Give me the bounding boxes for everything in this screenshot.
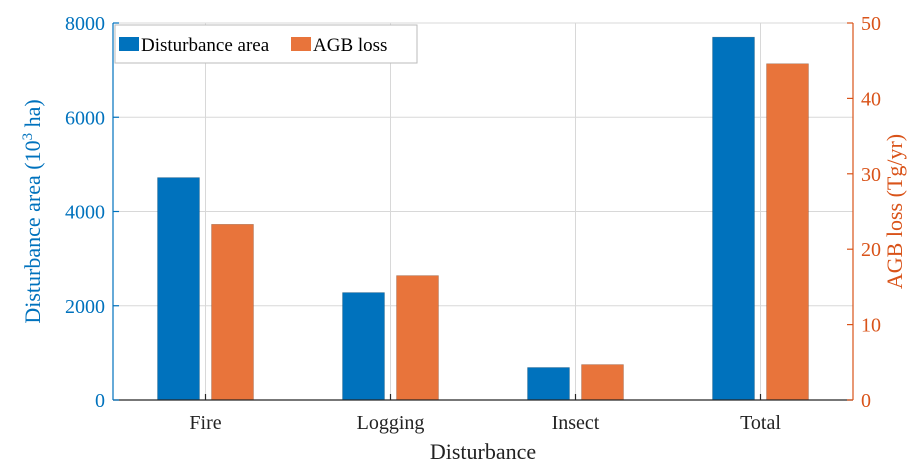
x-axis-title: Disturbance — [430, 439, 536, 464]
legend-box — [114, 24, 418, 64]
bar-agb-loss-fire — [211, 224, 254, 401]
bar-agb-loss-logging — [396, 275, 439, 401]
left-axis-title: Disturbance area (103 ha) — [20, 99, 45, 323]
x-tick-label-total: Total — [740, 412, 781, 434]
x-tick-label-fire: Fire — [189, 412, 221, 434]
axes — [112, 22, 854, 401]
bar-agb-loss-total — [766, 63, 809, 401]
left-axis-title-superscript: 3 — [20, 133, 36, 141]
left-tick-label-4: 8000 — [65, 13, 105, 35]
left-axis-title-tail: ha) — [20, 99, 45, 133]
bar-agb-loss-insect — [581, 364, 624, 401]
right-axis-title: AGB loss (Tg/yr) — [882, 134, 907, 289]
left-axis-title-main: Disturbance area (10 — [20, 140, 45, 323]
bars — [157, 36, 809, 401]
tick-labels: 0 2000 4000 6000 8000 0 10 20 30 40 50 Fire Logging I… — [65, 13, 881, 434]
right-tick-label-0: 0 — [861, 390, 871, 412]
bar-disturbance-area-total — [712, 36, 755, 401]
right-tick-label-3: 30 — [861, 164, 881, 186]
x-tick-label-insect: Insect — [552, 412, 600, 434]
legend-label-agb-loss: AGB loss — [313, 35, 387, 56]
legend-swatch-disturbance-area — [119, 37, 139, 51]
bar-disturbance-area-insect — [527, 367, 570, 401]
legend: Disturbance area AGB loss — [114, 24, 418, 64]
right-tick-label-5: 50 — [861, 13, 881, 35]
right-tick-label-2: 20 — [861, 239, 881, 261]
bar-disturbance-area-logging — [342, 292, 385, 401]
left-tick-label-0: 0 — [95, 390, 105, 412]
legend-swatch-agb-loss — [291, 37, 311, 51]
x-tick-label-logging: Logging — [357, 412, 425, 434]
legend-label-disturbance-area: Disturbance area — [141, 35, 270, 56]
bar-disturbance-area-fire — [157, 177, 200, 401]
left-tick-label-1: 2000 — [65, 296, 105, 318]
left-tick-label-3: 6000 — [65, 107, 105, 129]
right-tick-label-1: 10 — [861, 315, 881, 337]
left-tick-label-2: 4000 — [65, 202, 105, 224]
right-tick-label-4: 40 — [861, 88, 881, 110]
